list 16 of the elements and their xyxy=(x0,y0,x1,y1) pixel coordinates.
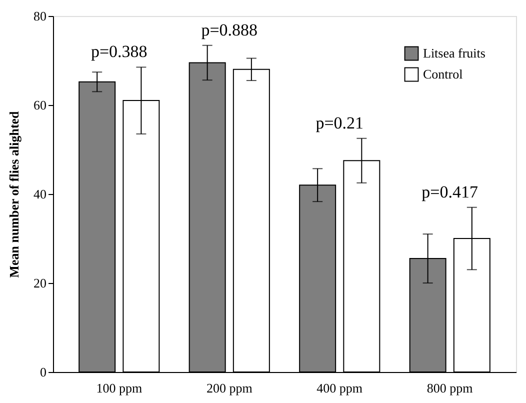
annotation: p=0.388 xyxy=(90,42,148,62)
x-tick-label: 200 ppm xyxy=(206,380,252,396)
y-tick-label: 0 xyxy=(40,364,46,380)
legend-label: Control xyxy=(423,66,464,82)
annotation: p=0.417 xyxy=(422,182,479,202)
y-axis-title: Mean number of flies alighted xyxy=(6,110,22,278)
legend-label: Litsea fruits xyxy=(423,46,486,60)
annotation: p=0.21 xyxy=(316,113,364,132)
annotation: p=0.888 xyxy=(201,20,258,40)
x-tick-label: 800 ppm xyxy=(426,380,473,396)
y-tick-label: 60 xyxy=(34,98,46,112)
y-tick-label: 20 xyxy=(34,276,46,290)
y-tick-label: 40 xyxy=(34,186,46,202)
x-tick-label: 100 ppm xyxy=(96,380,142,396)
x-tick-label: 400 ppm xyxy=(316,380,363,396)
y-tick-label: 80 xyxy=(34,8,46,24)
